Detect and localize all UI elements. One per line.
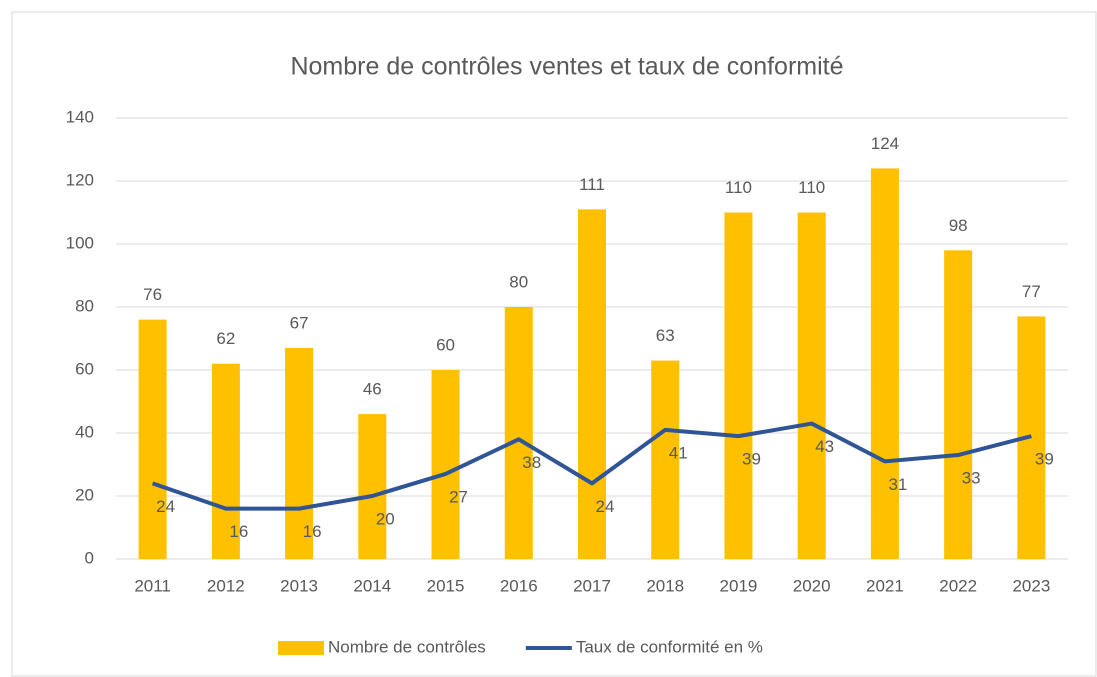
x-tick-label: 2017: [573, 576, 611, 595]
line-value-label: 43: [815, 437, 834, 456]
line-value-label: 27: [449, 487, 468, 506]
line-value-label: 20: [376, 509, 395, 528]
bar: [797, 212, 826, 559]
legend-label: Nombre de contrôles: [328, 637, 486, 656]
line-value-label: 16: [303, 522, 322, 541]
line-value-label: 24: [156, 497, 175, 516]
chart-frame: [11, 11, 1097, 677]
bar-value-label: 62: [216, 329, 235, 348]
bar: [944, 250, 973, 560]
line-value-label: 41: [669, 443, 688, 462]
x-tick-label: 2023: [1012, 576, 1050, 595]
bar: [724, 212, 753, 559]
bar: [358, 414, 387, 559]
y-tick-label: 100: [66, 233, 94, 252]
bar-value-label: 60: [436, 335, 455, 354]
bar-value-label: 77: [1022, 282, 1041, 301]
bar-value-label: 67: [290, 313, 309, 332]
line-value-label: 39: [1035, 450, 1054, 469]
x-tick-label: 2013: [280, 576, 318, 595]
bar: [431, 370, 460, 559]
y-tick-label: 60: [75, 359, 94, 378]
y-tick-label: 0: [85, 548, 94, 567]
line-value-label: 39: [742, 450, 761, 469]
line-value-label: 33: [962, 469, 981, 488]
line-value-label: 24: [596, 497, 615, 516]
x-tick-label: 2011: [134, 576, 171, 595]
chart-title: Nombre de contrôles ventes et taux de co…: [290, 53, 843, 81]
bar: [285, 347, 314, 559]
bar-value-label: 46: [363, 380, 382, 399]
x-tick-label: 2018: [646, 576, 684, 595]
x-tick-label: 2012: [207, 576, 245, 595]
bar: [504, 307, 533, 559]
x-tick-label: 2021: [866, 576, 904, 595]
bar-value-label: 80: [509, 272, 528, 291]
line-value-label: 31: [888, 475, 907, 494]
bar: [578, 209, 606, 559]
line-value-label: 38: [522, 453, 541, 472]
y-tick-label: 80: [75, 296, 94, 315]
bar-value-label: 124: [871, 134, 899, 153]
bar-value-label: 76: [143, 285, 162, 304]
bar: [651, 360, 680, 559]
bar-value-label: 63: [656, 326, 675, 345]
y-tick-label: 120: [66, 170, 94, 189]
bar-value-label: 110: [725, 178, 752, 197]
y-tick-label: 140: [66, 107, 94, 126]
legend-label: Taux de conformité en %: [576, 637, 763, 656]
x-tick-label: 2014: [353, 576, 391, 595]
x-tick-label: 2022: [939, 576, 977, 595]
bar-value-label: 111: [579, 175, 605, 194]
y-tick-label: 20: [75, 485, 94, 504]
bar: [211, 363, 240, 559]
legend-swatch: [278, 641, 324, 655]
line-value-label: 16: [229, 522, 248, 541]
bar-value-label: 98: [949, 216, 968, 235]
x-tick-label: 2020: [793, 576, 831, 595]
x-tick-label: 2015: [427, 576, 465, 595]
x-tick-label: 2016: [500, 576, 538, 595]
bar: [138, 319, 167, 559]
x-tick-label: 2019: [720, 576, 758, 595]
bar: [870, 168, 899, 559]
line-series: [151, 421, 1032, 511]
bar-value-label: 110: [798, 178, 825, 197]
y-tick-label: 40: [75, 422, 94, 441]
